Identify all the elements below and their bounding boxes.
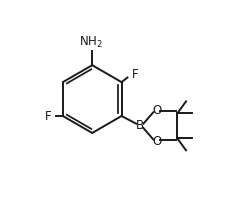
Text: NH$_2$: NH$_2$ [79,35,103,50]
Text: O: O [152,135,161,148]
Text: O: O [152,104,161,117]
Text: F: F [132,68,138,81]
Text: F: F [45,110,52,123]
Text: B: B [136,119,144,132]
